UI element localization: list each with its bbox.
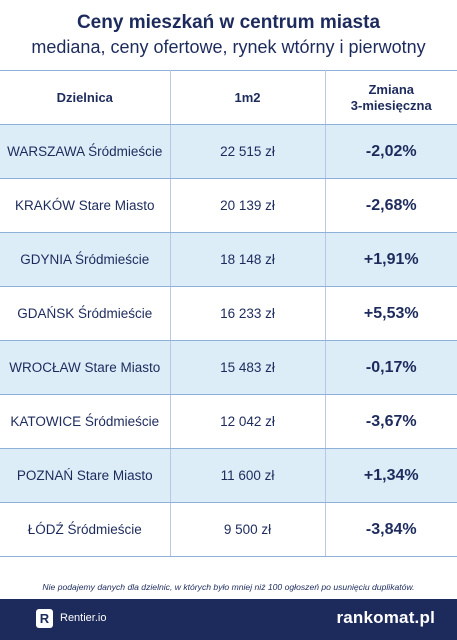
table-row: KATOWICE Śródmieście 12 042 zł -3,67% — [0, 394, 457, 449]
table-row: KRAKÓW Stare Miasto 20 139 zł -2,68% — [0, 178, 457, 233]
table-body: WARSZAWA Śródmieście 22 515 zł -2,02% KRAKÓ… — [0, 124, 457, 557]
district-cell: GDAŃSK Śródmieście — [0, 286, 171, 341]
brand-logo: rankomat.pl — [336, 608, 435, 627]
rentier-logo-icon: R — [36, 609, 53, 628]
table-row: GDAŃSK Śródmieście 16 233 zł +5,53% — [0, 286, 457, 341]
table-row: WROCŁAW Stare Miasto 15 483 zł -0,17% — [0, 340, 457, 395]
change-cell: -3,84% — [324, 502, 457, 557]
table-row: POZNAŃ Stare Miasto 11 600 zł +1,34% — [0, 448, 457, 503]
chart-subtitle: mediana, ceny ofertowe, rynek wtórny i p… — [31, 37, 426, 57]
chart-title: Ceny mieszkań w centrum miasta — [76, 12, 381, 33]
change-cell: -2,02% — [324, 124, 457, 179]
district-cell: WARSZAWA Śródmieście — [0, 124, 171, 179]
column-header-price: 1m2 — [169, 70, 326, 125]
change-cell: +1,91% — [324, 232, 457, 287]
column-header-district: Dzielnica — [0, 70, 171, 125]
price-cell: 18 148 zł — [169, 232, 326, 287]
price-cell: 22 515 zł — [169, 124, 326, 179]
column-header-change: Zmiana 3-miesięczna — [324, 70, 457, 125]
footer-bar: R Rentier.io rankomat.pl — [0, 599, 457, 640]
district-cell: ŁÓDŹ Śródmieście — [0, 502, 171, 557]
table-row: GDYNIA Śródmieście 18 148 zł +1,91% — [0, 232, 457, 287]
column-header-change-line: Zmiana — [368, 81, 414, 97]
rentier-logo-letter: R — [39, 611, 50, 626]
price-cell: 9 500 zł — [169, 502, 326, 557]
price-cell: 11 600 zł — [169, 448, 326, 503]
source-name: Rentier.io — [60, 612, 107, 624]
change-cell: -3,67% — [324, 394, 457, 449]
price-cell: 15 483 zł — [169, 340, 326, 395]
district-cell: GDYNIA Śródmieście — [0, 232, 171, 287]
change-cell: -2,68% — [324, 178, 457, 233]
column-header-change-line: 3-miesięczna — [350, 97, 432, 113]
table-row: WARSZAWA Śródmieście 22 515 zł -2,02% — [0, 124, 457, 179]
district-cell: KATOWICE Śródmieście — [0, 394, 171, 449]
price-cell: 12 042 zł — [169, 394, 326, 449]
price-cell: 20 139 zł — [169, 178, 326, 233]
district-cell: KRAKÓW Stare Miasto — [0, 178, 171, 233]
change-cell: +5,53% — [324, 286, 457, 341]
district-cell: WROCŁAW Stare Miasto — [0, 340, 171, 395]
change-cell: -0,17% — [324, 340, 457, 395]
table-row: ŁÓDŹ Śródmieście 9 500 zł -3,84% — [0, 502, 457, 557]
table-header-row: Dzielnica 1m2 Zmiana 3-miesięczna — [0, 70, 457, 125]
district-cell: POZNAŃ Stare Miasto — [0, 448, 171, 503]
price-cell: 16 233 zł — [169, 286, 326, 341]
price-table: Dzielnica 1m2 Zmiana 3-miesięczna WARSZAW… — [0, 70, 457, 557]
footnote: Nie podajemy danych dla dzielnic, w któr… — [42, 582, 415, 592]
change-cell: +1,34% — [324, 448, 457, 503]
